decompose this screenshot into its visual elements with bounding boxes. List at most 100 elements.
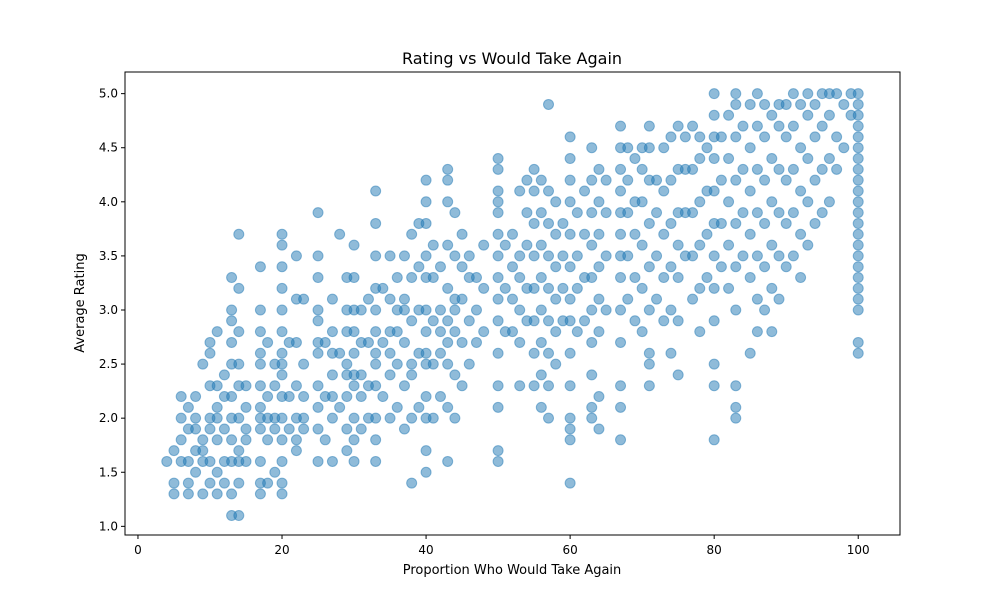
data-point-408 — [636, 196, 648, 208]
data-point-426 — [658, 228, 670, 240]
data-point-258 — [456, 261, 468, 273]
x-tick-label: 80 — [707, 543, 722, 557]
data-point-387 — [615, 272, 627, 284]
data-point-40 — [218, 477, 230, 489]
data-point-550 — [809, 98, 821, 110]
data-point-182 — [370, 347, 382, 359]
data-point-424 — [658, 315, 670, 327]
data-point-56 — [233, 412, 245, 424]
data-point-162 — [355, 423, 367, 435]
data-point-100 — [276, 282, 288, 294]
x-tick-label: 40 — [418, 543, 433, 557]
data-point-209 — [406, 369, 418, 381]
data-point-269 — [478, 239, 490, 251]
data-point-200 — [398, 293, 410, 305]
data-point-248 — [449, 412, 461, 424]
data-point-350 — [564, 153, 576, 165]
data-point-409 — [636, 163, 648, 175]
data-point-586 — [852, 109, 864, 121]
data-point-546 — [802, 88, 814, 100]
data-point-563 — [838, 98, 850, 110]
data-point-318 — [535, 174, 547, 186]
data-point-123 — [312, 380, 324, 392]
data-point-583 — [852, 142, 864, 154]
data-point-325 — [543, 217, 555, 229]
data-point-195 — [391, 272, 403, 284]
data-point-276 — [492, 293, 504, 305]
data-point-184 — [377, 336, 389, 348]
data-point-494 — [737, 163, 749, 175]
data-point-71 — [254, 423, 266, 435]
data-point-486 — [730, 261, 742, 273]
data-point-502 — [751, 326, 763, 338]
data-point-226 — [420, 174, 432, 186]
data-point-460 — [701, 142, 713, 154]
data-point-323 — [543, 282, 555, 294]
data-point-420 — [651, 293, 663, 305]
data-point-28 — [204, 423, 216, 435]
data-point-433 — [665, 174, 677, 186]
data-point-64 — [240, 423, 252, 435]
data-point-154 — [348, 412, 360, 424]
data-point-411 — [643, 380, 655, 392]
data-point-342 — [564, 380, 576, 392]
data-point-256 — [456, 336, 468, 348]
data-point-19 — [197, 445, 209, 457]
data-point-358 — [579, 228, 591, 240]
data-point-378 — [600, 304, 612, 316]
data-point-36 — [211, 412, 223, 424]
data-point-487 — [730, 217, 742, 229]
data-point-106 — [283, 391, 295, 403]
data-point-517 — [766, 239, 778, 251]
data-point-448 — [687, 207, 699, 219]
data-point-63 — [240, 455, 252, 467]
data-point-501 — [744, 98, 756, 110]
data-point-159 — [348, 272, 360, 284]
data-point-288 — [507, 326, 518, 338]
data-point-294 — [514, 304, 526, 316]
data-point-102 — [276, 239, 288, 251]
data-point-30 — [211, 466, 223, 478]
data-point-543 — [802, 196, 814, 208]
data-point-125 — [312, 315, 324, 327]
data-point-34 — [211, 326, 223, 338]
data-point-116 — [298, 391, 310, 403]
data-point-322 — [543, 315, 555, 327]
data-point-1 — [168, 488, 180, 500]
y-axis-label: Average Rating — [73, 253, 88, 352]
data-point-568 — [852, 304, 864, 316]
data-point-525 — [773, 120, 785, 132]
data-point-0 — [161, 455, 173, 467]
data-point-524 — [773, 163, 785, 175]
data-point-129 — [312, 207, 324, 219]
data-point-295 — [514, 272, 526, 284]
data-point-370 — [593, 423, 605, 435]
data-point-66 — [240, 380, 252, 392]
data-point-551 — [816, 207, 828, 219]
data-point-489 — [730, 131, 742, 143]
data-point-531 — [780, 98, 792, 110]
data-point-23 — [204, 455, 216, 467]
data-point-455 — [694, 153, 706, 165]
data-point-191 — [384, 347, 396, 359]
data-point-169 — [362, 336, 374, 348]
data-point-432 — [665, 217, 677, 229]
data-point-348 — [564, 196, 576, 208]
data-point-368 — [586, 174, 598, 186]
data-point-242 — [442, 282, 454, 294]
data-point-221 — [420, 304, 432, 316]
data-point-557 — [823, 109, 835, 121]
data-point-381 — [600, 174, 612, 186]
data-point-588 — [852, 88, 864, 100]
data-point-372 — [593, 326, 605, 338]
data-point-198 — [398, 380, 410, 392]
data-point-315 — [535, 272, 547, 284]
data-point-208 — [406, 228, 418, 240]
data-point-115 — [298, 423, 310, 435]
x-axis-ticks: 0 20 40 60 80 100 — [134, 535, 870, 557]
data-point-137 — [326, 326, 338, 338]
data-point-121 — [312, 423, 324, 435]
data-point-335 — [557, 282, 569, 294]
data-point-321 — [543, 347, 555, 359]
x-tick-label: 20 — [274, 543, 289, 557]
